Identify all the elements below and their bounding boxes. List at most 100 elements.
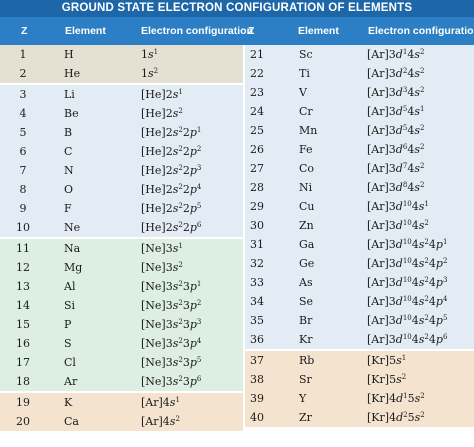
element-symbol: Ca [64, 415, 79, 428]
electron-configuration: [Ar]3d104s24p4 [367, 295, 448, 308]
atomic-number: 39 [250, 392, 264, 405]
table-row: 21 Sc [Ar]3d14s2 [245, 45, 474, 64]
electron-configuration: [Ar]3d104s24p3 [367, 276, 448, 289]
electron-configuration: [Ar]3d104s24p6 [367, 333, 448, 346]
electron-configuration: [Ne]3s23p4 [141, 337, 202, 350]
atomic-number: 28 [250, 181, 264, 194]
element-symbol: Mn [299, 124, 318, 137]
group-separator [0, 391, 243, 393]
atomic-number: 40 [250, 411, 264, 424]
table-row: 30 Zn [Ar]3d104s2 [245, 216, 474, 235]
header-element-left: Element [65, 25, 106, 37]
element-symbol: H [64, 48, 74, 61]
atomic-number: 34 [250, 295, 264, 308]
element-symbol: Ni [299, 181, 313, 194]
electron-configuration: [Kr]5s1 [367, 354, 407, 367]
element-symbol: P [64, 318, 72, 331]
table-row: 11 Na [Ne]3s1 [0, 239, 243, 258]
atomic-number: 22 [250, 67, 264, 80]
electron-configuration: [He]2s22p6 [141, 221, 202, 234]
element-symbol: O [64, 183, 74, 196]
element-symbol: Li [64, 88, 75, 101]
table-row: 5 B [He]2s22p1 [0, 123, 243, 142]
atomic-number: 13 [16, 280, 30, 293]
atomic-number: 31 [250, 238, 264, 251]
table-row: 37 Rb [Kr]5s1 [245, 351, 474, 370]
electron-configuration: [Ne]3s2 [141, 261, 183, 274]
table-row: 4 Be [He]2s2 [0, 104, 243, 123]
element-symbol: F [64, 202, 72, 215]
atomic-number: 1 [19, 48, 27, 61]
element-symbol: Be [64, 107, 79, 120]
table-row: 3 Li [He]2s1 [0, 85, 243, 104]
group-separator [245, 349, 474, 351]
atomic-number: 19 [16, 396, 30, 409]
header-z-left: Z [21, 25, 28, 37]
atomic-number: 10 [16, 221, 30, 234]
atomic-number: 26 [250, 143, 264, 156]
atomic-number: 12 [16, 261, 30, 274]
atomic-number: 35 [250, 314, 264, 327]
electron-configuration: [He]2s22p1 [141, 126, 202, 139]
element-symbol: Y [299, 392, 307, 405]
electron-configuration: [Kr]4d15s2 [367, 392, 425, 405]
element-symbol: Cl [64, 356, 76, 369]
electron-configuration: [Ar]3d14s2 [367, 48, 425, 61]
table-row: 2 He 1s2 [0, 64, 243, 83]
table-row: 18 Ar [Ne]3s23p6 [0, 372, 243, 391]
atomic-number: 7 [19, 164, 27, 177]
table-row: 10 Ne [He]2s22p6 [0, 218, 243, 237]
atomic-number: 25 [250, 124, 264, 137]
element-symbol: Ge [299, 257, 315, 270]
element-symbol: Br [299, 314, 313, 327]
atomic-number: 30 [250, 219, 264, 232]
element-symbol: Sr [299, 373, 312, 386]
table-row: 28 Ni [Ar]3d84s2 [245, 178, 474, 197]
electron-configuration: [Ne]3s23p6 [141, 375, 202, 388]
atomic-number: 23 [250, 86, 264, 99]
electron-configuration: [Ar]3d54s2 [367, 124, 425, 137]
element-symbol: K [64, 396, 73, 409]
element-symbol: Co [299, 162, 315, 175]
electron-configuration: [Ne]3s1 [141, 242, 183, 255]
electron-configuration: [Ne]3s23p5 [141, 356, 202, 369]
electron-configuration: 1s1 [141, 48, 159, 61]
element-symbol: Al [64, 280, 76, 293]
table-row: 25 Mn [Ar]3d54s2 [245, 121, 474, 140]
header-config-left: Electron configuration [141, 25, 254, 37]
atomic-number: 15 [16, 318, 30, 331]
header-row: Z Element Electron configuration Z Eleme… [0, 17, 474, 45]
electron-configuration: [Ar]3d24s2 [367, 67, 425, 80]
electron-configuration: [He]2s22p3 [141, 164, 202, 177]
element-symbol: Fe [299, 143, 313, 156]
electron-configuration: [Ar]3d104s24p2 [367, 257, 448, 270]
element-symbol: V [299, 86, 307, 99]
electron-configuration: [Ar]3d64s2 [367, 143, 425, 156]
atomic-number: 32 [250, 257, 264, 270]
electron-configuration: [Kr]5s2 [367, 373, 407, 386]
electron-configuration: [Ne]3s23p1 [141, 280, 202, 293]
table-row: 19 K [Ar]4s1 [0, 393, 243, 412]
atomic-number: 29 [250, 200, 264, 213]
header-element-right: Element [298, 25, 339, 37]
atomic-number: 2 [19, 67, 27, 80]
electron-configuration: [He]2s22p4 [141, 183, 202, 196]
atomic-number: 4 [19, 107, 27, 120]
table-row: 15 P [Ne]3s23p3 [0, 315, 243, 334]
electron-configuration: [Ar]4s2 [141, 415, 180, 428]
element-symbol: Si [64, 299, 76, 312]
atomic-number: 17 [16, 356, 30, 369]
atomic-number: 11 [16, 242, 30, 255]
table-row: 14 Si [Ne]3s23p2 [0, 296, 243, 315]
header-z-right: Z [248, 25, 255, 37]
element-symbol: B [64, 126, 73, 139]
table-row: 36 Kr [Ar]3d104s24p6 [245, 330, 474, 349]
atomic-number: 21 [250, 48, 264, 61]
electron-configuration: [Ar]3d34s2 [367, 86, 425, 99]
element-symbol: Ne [64, 221, 81, 234]
electron-configuration: [Ne]3s23p2 [141, 299, 202, 312]
table-row: 26 Fe [Ar]3d64s2 [245, 140, 474, 159]
element-symbol: C [64, 145, 73, 158]
element-symbol: Cr [299, 105, 313, 118]
